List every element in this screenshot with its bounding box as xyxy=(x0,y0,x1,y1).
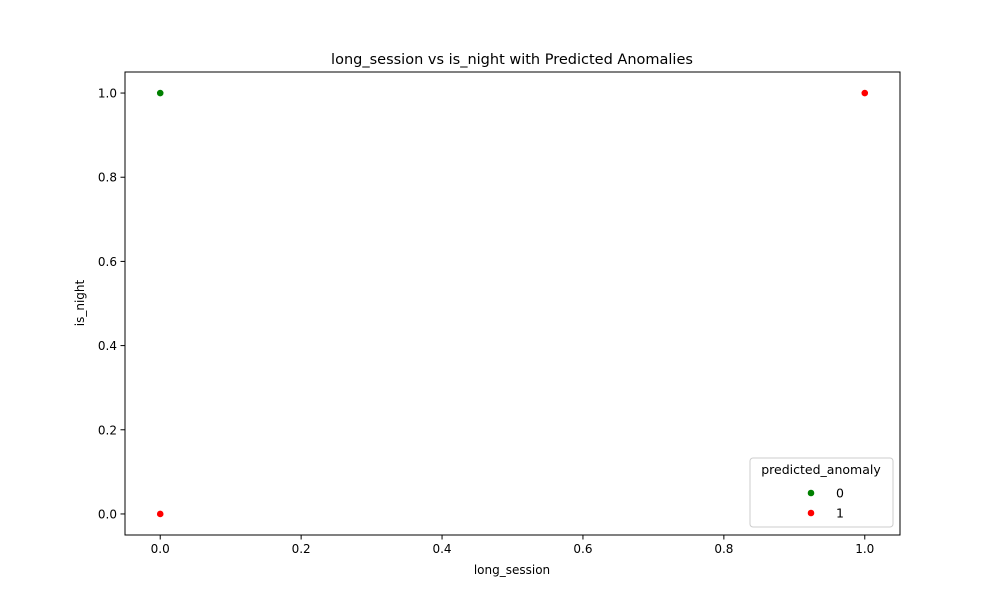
y-tick-label: 0.0 xyxy=(98,507,117,521)
legend: predicted_anomaly 01 xyxy=(749,457,894,528)
x-tick-label: 0.4 xyxy=(432,542,451,556)
legend-items: 01 xyxy=(807,486,844,521)
y-tick-label: 1.0 xyxy=(98,87,117,101)
legend-title: predicted_anomaly xyxy=(761,462,881,477)
y-axis-label: is_night xyxy=(73,279,87,326)
x-axis: 0.0 0.2 0.4 0.6 0.8 1.0 xyxy=(151,535,874,556)
data-point-series-0 xyxy=(156,89,165,97)
y-tick-label: 0.8 xyxy=(98,171,117,185)
x-tick-label: 0.0 xyxy=(151,542,170,556)
y-axis: 0.0 0.2 0.4 0.6 0.8 1.0 xyxy=(98,87,125,521)
chart-title: long_session vs is_night with Predicted … xyxy=(331,52,693,68)
y-tick-label: 0.4 xyxy=(98,339,117,353)
y-tick-label: 0.2 xyxy=(98,423,117,437)
legend-marker-1 xyxy=(807,509,815,517)
x-tick-label: 1.0 xyxy=(855,542,874,556)
legend-box xyxy=(749,457,894,528)
x-tick-label: 0.6 xyxy=(573,542,592,556)
legend-label-1: 1 xyxy=(836,506,844,521)
data-point-series-1 xyxy=(860,89,869,97)
legend-label-0: 0 xyxy=(836,486,844,501)
x-tick-label: 0.8 xyxy=(714,542,733,556)
y-tick-label: 0.6 xyxy=(98,255,117,269)
data-points xyxy=(156,89,869,518)
x-axis-label: long_session xyxy=(474,563,550,577)
legend-marker-0 xyxy=(807,489,815,497)
x-tick-label: 0.2 xyxy=(292,542,311,556)
data-point-series-1 xyxy=(156,510,165,518)
